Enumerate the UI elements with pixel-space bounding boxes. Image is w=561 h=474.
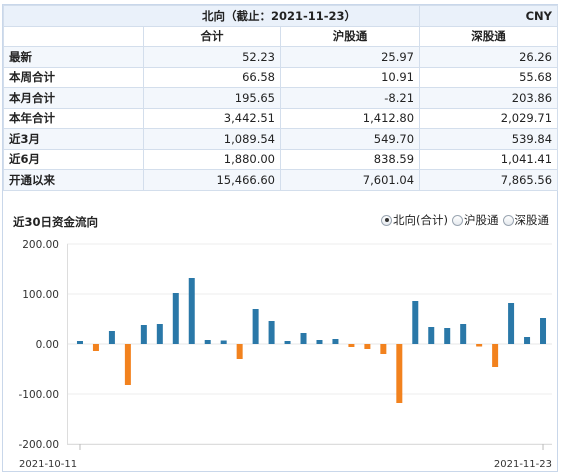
table-row: 近3月 1,089.54 549.70 539.84 (3, 128, 559, 150)
bar (92, 344, 99, 351)
bar (540, 318, 547, 344)
cell-shanghai: 838.59 (279, 148, 421, 170)
table-row: 近6月 1,880.00 838.59 1,041.41 (3, 148, 559, 170)
y-tick-label: 200.00 (22, 239, 59, 251)
flow-type-selector: 北向(合计) 沪股通 深股通 (381, 212, 549, 228)
column-header-shanghai: 沪股通 (279, 25, 421, 47)
radio-northbound-total[interactable]: 北向(合计) (381, 212, 448, 228)
cell-shanghai: 10.91 (279, 66, 421, 88)
table-title: 北向（截止：2021-11-23） (2, 5, 421, 27)
chart-section-title: 近30日资金流向 (13, 215, 99, 229)
radio-unselected-icon[interactable] (502, 214, 514, 226)
cell-shanghai: 25.97 (279, 46, 421, 68)
bar (236, 344, 243, 359)
cell-shanghai: -8.21 (279, 87, 421, 109)
row-label: 近3月 (3, 128, 144, 150)
radio-shanghai-connect[interactable]: 沪股通 (452, 212, 499, 228)
bar (76, 341, 83, 344)
radio-shenzhen-connect[interactable]: 深股通 (502, 212, 550, 228)
cell-shanghai: 7,601.04 (279, 169, 421, 191)
radio-selected-icon[interactable] (381, 214, 393, 226)
cell-shanghai: 1,412.80 (279, 107, 421, 129)
table-header-row: 北向（截止：2021-11-23） CNY (2, 5, 559, 27)
cell-shenzhen: 55.68 (419, 66, 559, 88)
bar (524, 337, 531, 344)
bar (156, 324, 163, 344)
cell-total: 195.65 (143, 87, 281, 109)
table-row: 本年合计 3,442.51 1,412.80 2,029.71 (3, 107, 559, 129)
cell-total: 15,466.60 (143, 169, 281, 191)
radio-label: 沪股通 (464, 213, 499, 227)
cell-shenzhen: 2,029.71 (419, 107, 559, 129)
summary-table: 北向（截止：2021-11-23） CNY 合计 沪股通 深股通 最新 52.2… (2, 5, 559, 191)
bar (332, 339, 339, 344)
bar (364, 344, 371, 349)
row-label: 近6月 (3, 148, 144, 170)
row-label: 本月合计 (3, 87, 144, 109)
y-tick-label: -200.00 (18, 439, 59, 451)
bar (204, 340, 211, 344)
x-tick-label-start: 2021-10-11 (19, 459, 77, 470)
row-label: 本周合计 (3, 66, 144, 88)
bar (268, 321, 275, 344)
bar (476, 344, 483, 347)
bar (396, 344, 403, 403)
table-row: 本周合计 66.58 10.91 55.68 (3, 66, 559, 88)
y-tick-label: -100.00 (18, 389, 59, 401)
bar (348, 344, 355, 347)
bar (412, 301, 419, 344)
row-label: 最新 (3, 46, 144, 68)
bar (460, 324, 467, 344)
currency-label: CNY (419, 5, 559, 27)
bar (220, 340, 227, 344)
corner-cell (3, 25, 144, 47)
bar (444, 328, 451, 344)
bar (124, 344, 131, 385)
column-header-shenzhen: 深股通 (419, 25, 559, 47)
cell-total: 66.58 (143, 66, 281, 88)
cell-total: 52.23 (143, 46, 281, 68)
bar (428, 327, 435, 344)
row-label: 开通以来 (3, 169, 144, 191)
column-header-row: 合计 沪股通 深股通 (3, 25, 559, 47)
bar (380, 344, 387, 354)
cell-shanghai: 549.70 (279, 128, 421, 150)
y-tick-label: 100.00 (22, 289, 59, 301)
bar (284, 341, 291, 344)
table-row: 最新 52.23 25.97 26.26 (3, 46, 559, 68)
bar (140, 325, 147, 344)
bar (108, 331, 115, 344)
fund-flow-chart: 200.00 100.00 0.00 -100.00 -200.00 2021-10-11… (18, 239, 552, 470)
column-header-total: 合计 (143, 25, 281, 47)
cell-total: 1,880.00 (143, 148, 281, 170)
x-tick-label-end: 2021-11-23 (494, 459, 552, 470)
y-tick-label: 0.00 (36, 339, 59, 351)
bar (508, 303, 515, 344)
cell-shenzhen: 203.86 (419, 87, 559, 109)
radio-label: 深股通 (514, 213, 550, 227)
row-label: 本年合计 (3, 107, 144, 129)
radio-unselected-icon[interactable] (452, 214, 463, 226)
northbound-panel: 北向（截止：2021-11-23） CNY 合计 沪股通 深股通 最新 52.2… (2, 4, 559, 472)
table-row: 本月合计 195.65 -8.21 203.86 (3, 87, 559, 109)
bar (172, 293, 179, 344)
table-row: 开通以来 15,466.60 7,601.04 7,865.56 (3, 169, 559, 191)
cell-shenzhen: 7,865.56 (419, 169, 559, 191)
bar (492, 344, 499, 367)
cell-shenzhen: 1,041.41 (419, 148, 559, 170)
cell-total: 1,089.54 (143, 128, 281, 150)
cell-shenzhen: 539.84 (419, 128, 559, 150)
bar (188, 278, 195, 344)
radio-label: 北向(合计) (393, 213, 448, 227)
cell-shenzhen: 26.26 (419, 46, 559, 68)
bar (252, 309, 259, 344)
bar (300, 333, 307, 344)
cell-total: 3,442.51 (143, 107, 281, 129)
bar (316, 340, 323, 344)
